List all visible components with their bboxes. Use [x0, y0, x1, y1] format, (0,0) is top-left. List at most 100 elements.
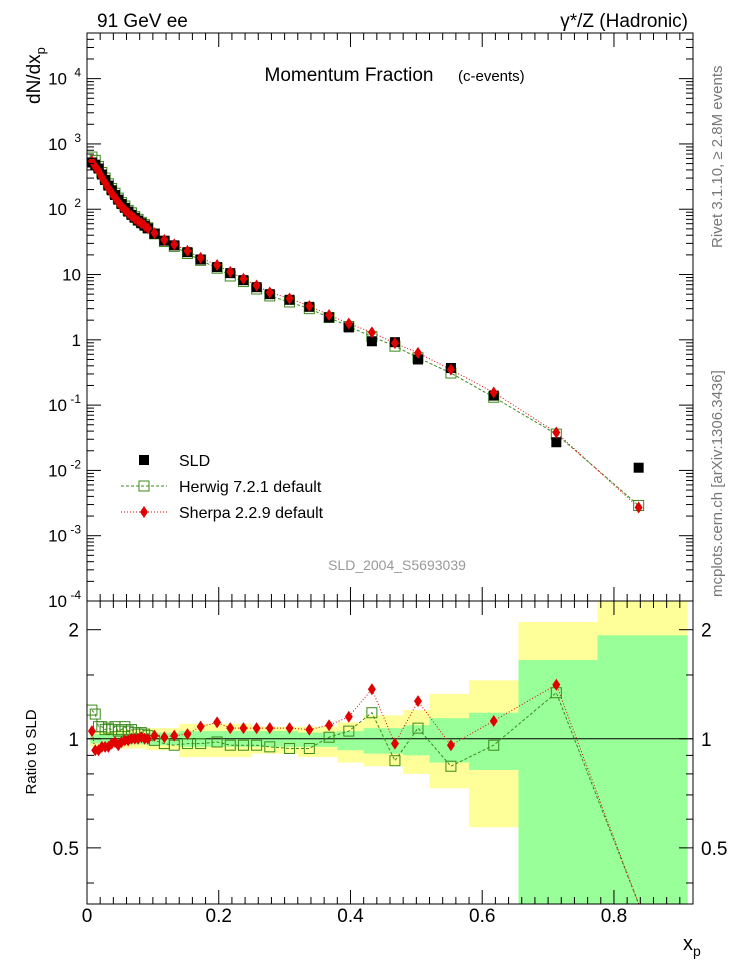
- herwig-ratio-point: [251, 739, 263, 751]
- herwig-ratio-line: [91, 691, 640, 905]
- sherpa-ratio-point: [265, 722, 274, 735]
- main-y-tick-label-4: 1: [72, 331, 81, 350]
- sherpa-ratio-point: [252, 722, 261, 735]
- legend-item-herwig: Herwig 7.2.1 default: [121, 479, 322, 496]
- main-y-tick-label-0: 10: [48, 592, 67, 611]
- legend-label-sld: SLD: [179, 453, 210, 470]
- sherpa-ratio-point: [390, 737, 399, 750]
- sherpa-ratio-point: [160, 731, 169, 744]
- sherpa-ratio-point: [87, 725, 96, 738]
- sherpa-ratio-point: [213, 716, 222, 729]
- herwig-ratio-point: [211, 736, 223, 748]
- sherpa-point: [446, 363, 455, 376]
- sherpa-point: [265, 286, 274, 299]
- sherpa-point: [305, 299, 314, 312]
- main-y-tick-label-3: 10: [48, 396, 67, 415]
- sherpa-ratio-point: [170, 729, 179, 742]
- main-y-tick-label-5: 10: [62, 266, 81, 285]
- svg-text:dN/dxp: dN/dxp: [24, 47, 48, 104]
- main-y-tick-label-6: 10: [48, 200, 67, 219]
- main-x-ticks: [86, 33, 681, 601]
- herwig-ratio-point: [119, 721, 131, 733]
- main-y-tick-label-8: 10: [48, 70, 67, 89]
- main-y-tick-label-2: 10: [48, 461, 67, 480]
- legend-marker-sld: [139, 455, 149, 465]
- plot-subtitle: (c-events): [458, 68, 525, 85]
- sherpa-ratio-point: [413, 695, 422, 708]
- sherpa-ratio-point: [226, 722, 235, 735]
- herwig-ratio-point: [303, 743, 315, 755]
- herwig-ratio-point: [412, 722, 424, 734]
- sherpa-ratio-point: [183, 728, 192, 741]
- sherpa-point: [213, 258, 222, 271]
- sherpa-point: [634, 501, 643, 514]
- herwig-ratio-point: [488, 739, 500, 751]
- sherpa-point: [413, 346, 422, 359]
- sherpa-ratio-point: [285, 722, 294, 735]
- sherpa-point: [239, 272, 248, 285]
- herwig-ratio-point: [237, 739, 249, 751]
- x-tick-label-0: 0: [82, 906, 93, 927]
- uncertainty-band-inner: [597, 635, 688, 904]
- main-y-tick-label-7: 10: [48, 135, 67, 154]
- legend-label-herwig: Herwig 7.2.1 default: [179, 479, 322, 496]
- sld-point: [412, 354, 423, 365]
- sld-point: [366, 336, 377, 347]
- uncertainty-band-inner: [363, 728, 404, 754]
- legend-item-sherpa: Sherpa 2.2.9 default: [121, 505, 324, 522]
- sherpa-point: [160, 233, 169, 246]
- sherpa-ratio-point: [325, 719, 334, 732]
- sld-point: [633, 462, 644, 473]
- x-tick-label-1: 0.2: [206, 906, 232, 927]
- sherpa-point: [489, 386, 498, 399]
- ratio-plot: 0.5 0.5 1 1 2 2 0 0.2 0.4 0.6 0.8 Ratio to SLD xp: [23, 600, 727, 959]
- main-y-tick-exponent-8: 4: [74, 66, 81, 80]
- herwig-ratio-point: [195, 738, 207, 750]
- ratio-y-tick-label-right-2: 2: [701, 621, 712, 642]
- sherpa-ratio-point: [196, 720, 205, 733]
- main-y-axis-label: dN/dxp: [24, 47, 48, 104]
- x-axis-label-sub: p: [693, 943, 701, 959]
- legend: SLD Herwig 7.2.1 default Sherpa 2.2.9 de…: [121, 453, 324, 522]
- sherpa-point: [344, 317, 353, 330]
- analysis-watermark: SLD_2004_S5693039: [328, 557, 466, 573]
- legend-marker-sherpa: [140, 506, 148, 518]
- sherpa-point: [325, 308, 334, 321]
- sherpa-point: [226, 265, 235, 278]
- uncertainty-band-inner: [429, 718, 470, 763]
- uncertainty-band-inner: [297, 732, 338, 747]
- sherpa-point: [367, 326, 376, 339]
- herwig-ratio-point: [89, 708, 101, 720]
- sherpa-line: [91, 160, 640, 508]
- sherpa-ratio-point: [239, 722, 248, 735]
- main-y-axis-label-sub: p: [33, 47, 48, 54]
- sherpa-point: [150, 227, 159, 240]
- main-y-tick-exponent-1: -3: [70, 523, 81, 537]
- sherpa-point: [196, 251, 205, 264]
- sld-point: [551, 437, 562, 448]
- main-frame: [86, 32, 694, 602]
- header-right: γ*/Z (Hadronic): [560, 11, 688, 32]
- herwig-ratio-point: [284, 743, 296, 755]
- main-y-tick-exponent-7: 3: [74, 131, 81, 145]
- sherpa-ratio-point: [489, 714, 498, 727]
- x-axis-label: xp: [683, 933, 701, 959]
- uncertainty-band-inner: [337, 731, 364, 751]
- main-y-tick-exponent-0: -4: [70, 588, 81, 602]
- sherpa-point: [170, 238, 179, 251]
- main-y-tick-exponent-2: -2: [70, 457, 81, 471]
- side-label-mcplots: mcplots.cern.ch [arXiv:1306.3436]: [709, 370, 726, 597]
- sherpa-ratio-point: [344, 710, 353, 723]
- sherpa-ratio-point: [367, 683, 376, 696]
- herwig-ratio-point: [224, 739, 236, 751]
- herwig-ratio-point: [366, 707, 378, 719]
- herwig-ratio-point: [343, 725, 355, 737]
- sherpa-ratio-point: [552, 678, 561, 691]
- sherpa-point: [390, 337, 399, 350]
- ratio-y-axis-label: Ratio to SLD: [23, 709, 40, 794]
- sherpa-ratio-point: [305, 723, 314, 736]
- ratio-bands: [90, 601, 688, 904]
- main-marks: [86, 151, 645, 514]
- herwig-ratio-point: [389, 755, 401, 767]
